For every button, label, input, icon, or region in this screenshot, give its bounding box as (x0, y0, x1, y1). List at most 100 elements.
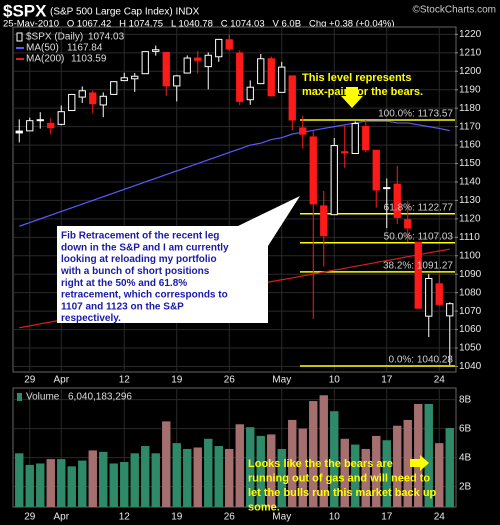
fib-label: 50.0%: 1107.03 (384, 231, 454, 242)
candle-body (120, 77, 128, 82)
legend-value: 1167.84 (67, 43, 103, 54)
candle-body (194, 57, 202, 61)
callout-text: looking at reloading my portfolio (61, 254, 217, 265)
candle-body (57, 111, 65, 125)
note-text: This level represents (302, 72, 411, 84)
volume-bar (141, 446, 150, 507)
x-tick-label: 29 (24, 375, 36, 386)
y-tick-label: 1130 (459, 195, 481, 206)
x-tick-label: 24 (434, 375, 446, 386)
candle-body (278, 66, 286, 93)
y-tick-label: 1080 (459, 287, 482, 298)
candle-body (267, 58, 275, 97)
fib-label: 38.2%: 1091.27 (383, 261, 453, 272)
note-text: let the bulls run this market back up (248, 487, 437, 499)
candle-body (183, 57, 191, 74)
y-tick-label: 6B (459, 423, 472, 434)
candle-body (425, 277, 433, 317)
x-tick-label: 12 (119, 375, 131, 386)
legend-volume (17, 393, 22, 401)
x-tick-label: 19 (171, 375, 183, 386)
candle-body (393, 183, 401, 218)
y-tick-label: 1170 (459, 121, 481, 132)
y-tick-label: 8B (459, 394, 472, 405)
volume-bar (193, 447, 202, 507)
arrow-right (410, 455, 429, 471)
legend-value: 6,040,183,296 (68, 392, 132, 403)
volume-bar (151, 453, 160, 507)
y-tick-label: 1190 (459, 84, 481, 95)
callout-text: right at the 50% and 61.8% (61, 278, 187, 289)
volume-bar (414, 403, 423, 507)
y-tick-label: 1140 (459, 177, 481, 188)
candle-body (246, 86, 254, 101)
candle-body (47, 122, 55, 129)
arrow-down (341, 87, 363, 108)
annotations: 100.0%: 1173.57 61.8%: 1122.77 50.0%: 1107… (57, 72, 454, 513)
candle-body (372, 149, 380, 191)
chart-title: $SPX (3, 1, 47, 20)
x-tick-label: 12 (119, 512, 131, 523)
volume-bar (319, 395, 328, 507)
candle-body (383, 187, 391, 190)
x-tick-label: May (272, 512, 291, 523)
note-text: some. (248, 501, 280, 513)
y-tick-label: 1180 (459, 103, 481, 114)
candle-body (26, 120, 34, 132)
note-text: max-pain for the bears. (302, 86, 423, 98)
y-tick-label: 1150 (459, 158, 481, 169)
candle-body (15, 130, 23, 134)
legend: $SPX (Daily) 1074.03 MA(50) 1167.84 MA(2… (16, 32, 132, 403)
x-tick-label: 26 (224, 375, 236, 386)
volume-bar (15, 453, 24, 507)
volume-bar (78, 460, 87, 507)
candle-body (320, 205, 328, 237)
legend-candle (16, 32, 23, 42)
y-tick-label: 4B (459, 452, 472, 463)
x-tick-label: 10 (329, 375, 341, 386)
callout-text: 1107 and 1123 on the S&P (61, 301, 184, 312)
legend-label: $SPX (Daily) (26, 32, 83, 43)
x-tick-label: May (272, 375, 291, 386)
candle-body (78, 90, 86, 98)
y-tick-label: 1090 (459, 269, 482, 280)
x-tick-label: 19 (171, 512, 183, 523)
volume-bar (57, 459, 66, 507)
x-tick-label: 24 (434, 512, 446, 523)
volume-bar (67, 466, 76, 507)
x-tick-label: 29 (24, 512, 36, 523)
volume-bar (99, 451, 108, 507)
y-tick-label: 1160 (459, 140, 481, 151)
legend-value: 1103.59 (71, 54, 107, 65)
x-tick-label: 17 (381, 375, 393, 386)
source: ©StockCharts.com (412, 5, 496, 16)
candle-body (215, 38, 223, 58)
volume-bar (225, 448, 234, 507)
candle-body (435, 283, 443, 305)
x-tick-label: Apr (53, 512, 69, 523)
y-tick-label: 2B (459, 481, 472, 492)
x-tick-label: 26 (224, 512, 236, 523)
candle-body (446, 303, 454, 317)
volume-bar (445, 428, 454, 507)
candle-body (414, 241, 422, 309)
plot (15, 34, 455, 507)
ma-line (19, 120, 450, 227)
candle-body (99, 95, 107, 106)
callout-text: with a bunch of short positions (60, 266, 210, 277)
volume-bar (372, 435, 381, 507)
chart-subtitle: (S&P 500 Large Cap Index) INDX (50, 7, 200, 18)
y-tick-label: 1210 (459, 47, 482, 58)
volume-bar (172, 443, 181, 507)
volume-bar (120, 462, 129, 507)
volume-bar (36, 463, 45, 507)
legend-value: 1074.03 (88, 32, 125, 43)
candle-body (404, 219, 412, 229)
x-tick-label: Apr (53, 375, 69, 386)
volume-bar (204, 438, 213, 507)
candle-body (36, 119, 44, 122)
volume-bar (46, 459, 55, 507)
volume-bar (309, 401, 318, 507)
volume-bar (88, 450, 97, 507)
